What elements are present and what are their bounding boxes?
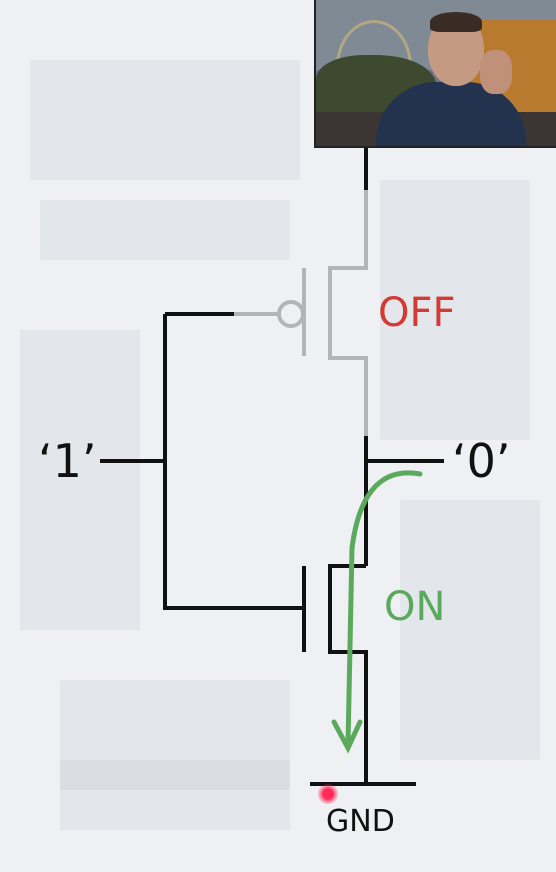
output-label: ‘0’ — [452, 434, 511, 488]
laser-pointer-icon — [318, 784, 338, 804]
current-flow-arrow — [331, 470, 423, 754]
pmos-transistor — [234, 190, 368, 436]
ground-label: GND — [326, 804, 395, 839]
input-wire — [100, 312, 302, 610]
input-label: ‘1’ — [38, 434, 97, 488]
output-wire — [364, 436, 444, 566]
presenter-webcam — [314, 0, 556, 148]
pmos-state-label: OFF — [378, 290, 456, 336]
nmos-state-label: ON — [384, 584, 446, 630]
nmos-transistor — [302, 564, 368, 784]
